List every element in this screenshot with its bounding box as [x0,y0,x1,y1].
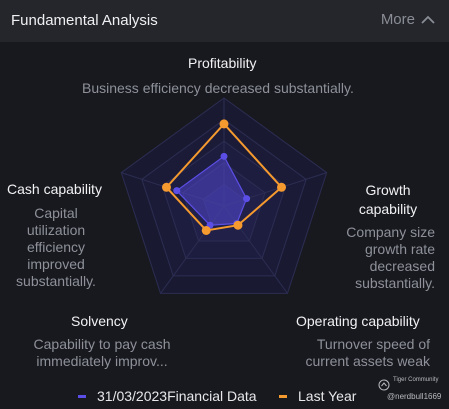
watermark: Tiger Community @nerdbull1669 [376,377,448,405]
axis-desc-operating: Turnover speed of current assets weak [305,336,431,369]
series-area-0 [175,155,248,226]
series-0-point-0[interactable] [220,152,228,160]
series-1-point-0[interactable] [219,119,229,129]
tiger-logo-icon [378,379,390,391]
legend-item-last-year[interactable]: Last Year [279,388,356,404]
grid-spoke-4 [121,172,225,207]
axis-title-profitability: Profitability [188,55,257,71]
series-1-point-3[interactable] [201,225,211,235]
series-0-point-4[interactable] [173,187,181,195]
axis-title-solvency: Solvency [71,313,128,329]
series-1-point-1[interactable] [277,182,287,192]
card-title: Fundamental Analysis [11,12,158,29]
more-button[interactable]: More [381,11,435,28]
series-1-point-4[interactable] [161,182,171,192]
axis-title-operating: Operating capability [296,313,420,329]
chevron-up-icon [421,15,435,24]
legend-item-current[interactable]: 31/03/2023Financial Data [78,388,257,404]
series-1-point-2[interactable] [233,220,243,230]
more-label: More [380,11,415,28]
series-area-1 [165,122,283,232]
chart-legend: 31/03/2023Financial Data Last Year [0,384,449,406]
card-header: Fundamental Analysis More [0,0,449,42]
axis-title-growth-text: Growth capability [358,182,418,217]
axis-desc-growth: Company size growth rate decreased subst… [346,224,435,291]
axis-title-cash: Cash capability [7,181,102,197]
legend-swatch-last-year [279,394,287,398]
grid-spoke-1 [223,172,327,207]
axis-title-growth: Growth capability [345,181,431,219]
axis-desc-cash: Capital utilization efficiency improved … [16,205,96,289]
grid-spoke-3 [160,205,225,294]
grid-spoke-2 [223,205,288,294]
series-0-point-1[interactable] [243,195,251,203]
radar-grid [120,97,328,294]
watermark-brand: Tiger Community [393,377,439,383]
legend-label-last-year: Last Year [298,388,357,404]
watermark-handle: @nerdbull1669 [387,392,442,401]
axis-desc-solvency: Capability to pay cash immediately impro… [33,336,171,369]
radar-series [161,119,287,235]
legend-swatch-current [78,394,86,398]
axis-desc-profitability: Business efficiency decreased substantia… [82,80,354,96]
legend-label-current: 31/03/2023Financial Data [97,388,257,404]
